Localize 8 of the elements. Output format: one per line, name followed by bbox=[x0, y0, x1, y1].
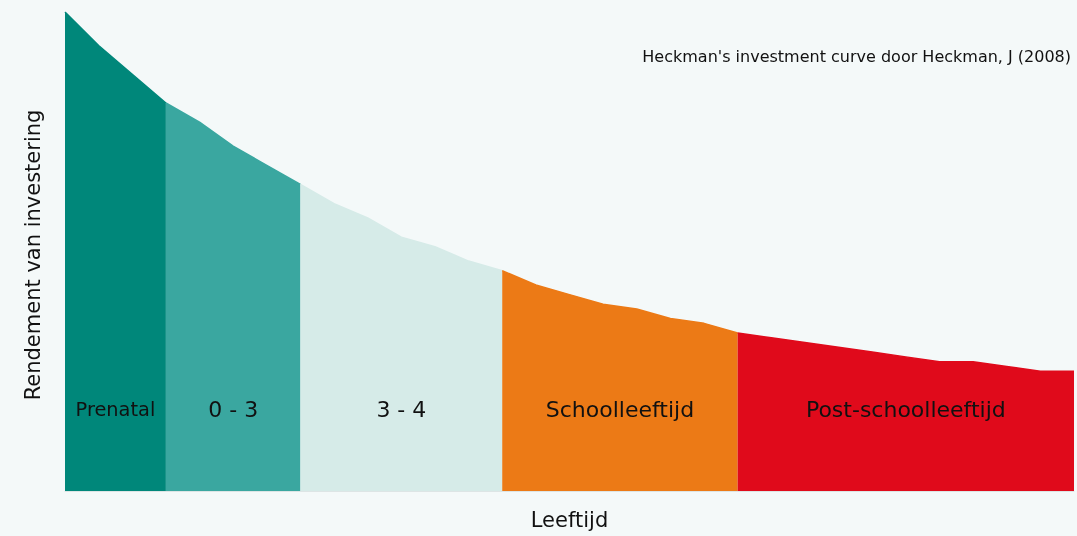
series-label: Post-schoolleeftijd bbox=[805, 396, 1006, 422]
y-axis-title: Rendement van investering bbox=[21, 109, 45, 401]
series-label: Prenatal bbox=[75, 397, 156, 421]
series-label: 3 - 4 bbox=[376, 396, 427, 422]
annotation: Heckman's investment curve door Heckman, J (2008) bbox=[642, 46, 1071, 66]
series-label: Schoolleeftijd bbox=[545, 396, 695, 422]
x-axis-title: Leeftijd bbox=[530, 507, 609, 532]
series-label: 0 - 3 bbox=[208, 396, 259, 422]
